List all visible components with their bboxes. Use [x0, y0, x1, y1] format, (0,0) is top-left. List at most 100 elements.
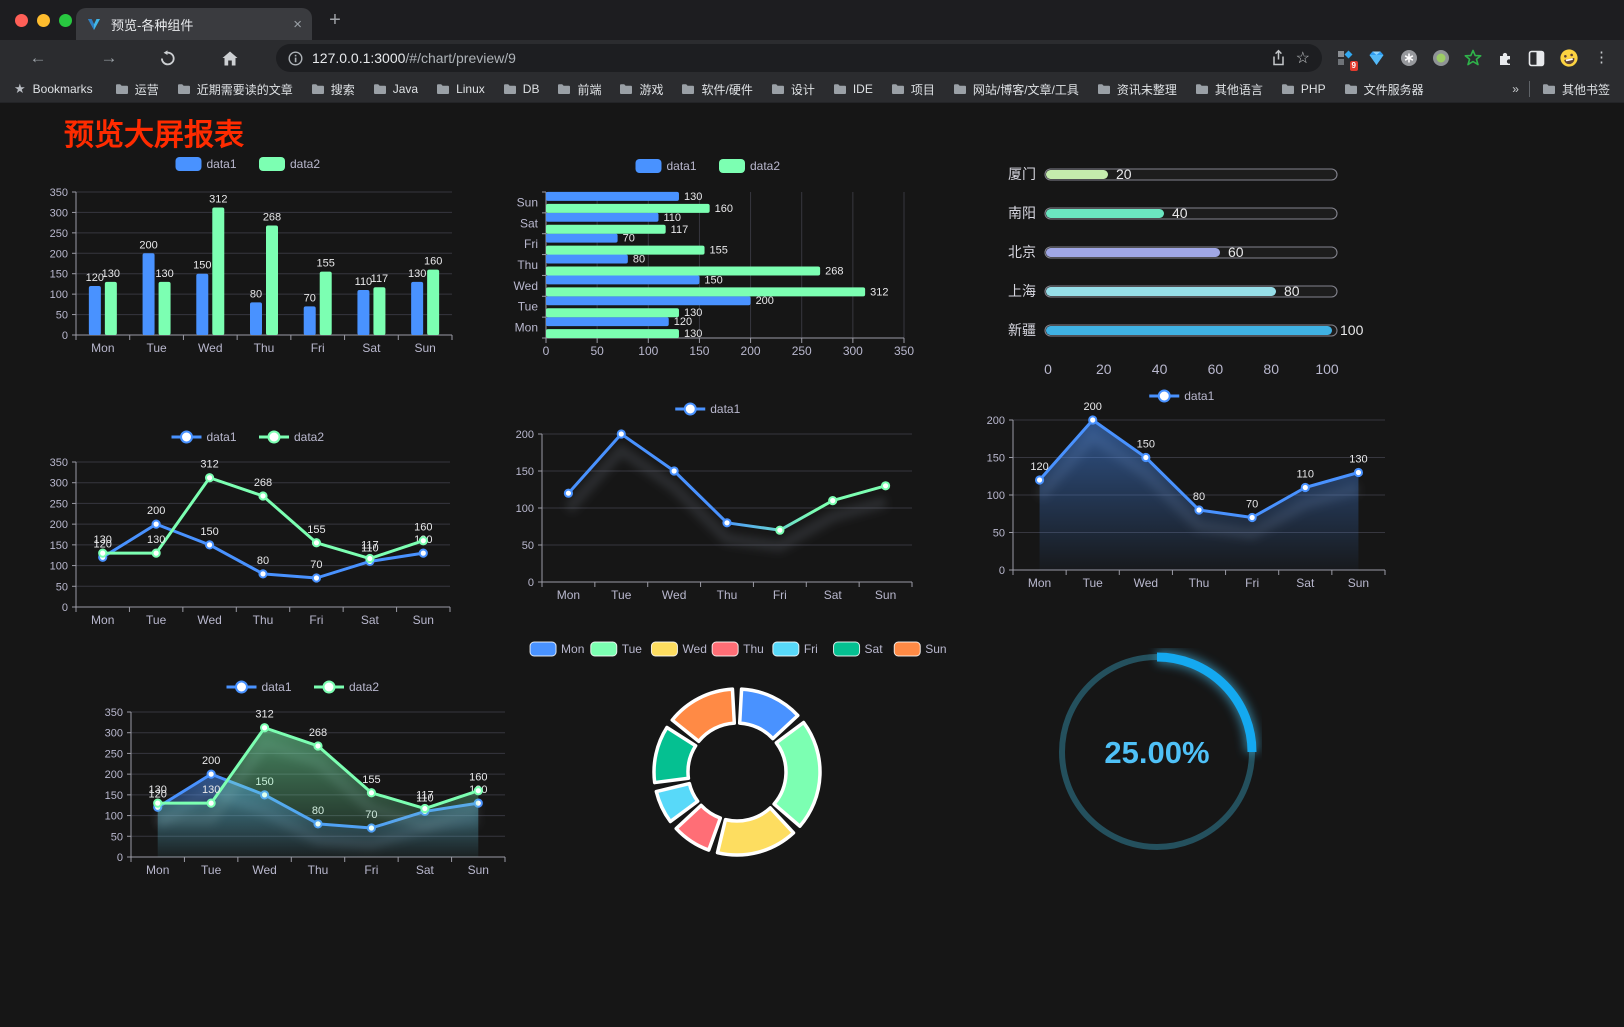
legend-item-Fri[interactable]: Fri: [772, 641, 818, 657]
multi-area-line-chart[interactable]: data1 data2 0 50 100 150 200 250 300 350 Mon Tue Wed…: [95, 670, 515, 888]
legend-item-data1[interactable]: data1: [635, 159, 697, 173]
bookmark-folder[interactable]: 近期需要读的文章: [177, 81, 293, 98]
bookmark-folder[interactable]: PHP: [1281, 82, 1326, 96]
grouped-bar-chart[interactable]: data1 data2 0 50 100 150 200 250 300 350 Mon Tue Wed…: [40, 148, 460, 364]
extension-circle-icon[interactable]: [1398, 47, 1419, 69]
legend-item-data1[interactable]: data1: [675, 402, 741, 416]
bookmark-folder[interactable]: Linux: [436, 82, 485, 96]
bookmark-folder[interactable]: Java: [373, 82, 418, 96]
zoom-window-button[interactable]: [59, 14, 72, 27]
new-tab-button[interactable]: +: [329, 8, 341, 31]
url-bar[interactable]: 127.0.0.1:3000/#/chart/preview/9 ☆: [276, 44, 1322, 72]
area-line-chart[interactable]: data1 0 50 100 150 200 Mon Tue Wed Thu Fri Sat Sun 12…: [975, 386, 1393, 597]
extension-grid-icon[interactable]: 9: [1334, 47, 1358, 71]
legend-item-Mon[interactable]: Mon: [529, 641, 584, 657]
legend-item-data1[interactable]: data1: [1149, 389, 1215, 403]
svg-text:150: 150: [689, 344, 709, 358]
bookmark-folder[interactable]: 设计: [771, 81, 815, 98]
bookmarks-overflow-chevron[interactable]: »: [1512, 82, 1519, 96]
bookmark-folder[interactable]: 网站/博客/文章/工具: [953, 81, 1079, 98]
reload-icon[interactable]: [156, 47, 178, 69]
legend-item-Thu[interactable]: Thu: [711, 641, 764, 657]
browser-tab[interactable]: 预览-各种组件 ×: [76, 8, 312, 40]
vue-devtools-icon[interactable]: [1366, 47, 1387, 69]
minimize-window-button[interactable]: [37, 14, 50, 27]
browser-menu-icon[interactable]: ⋮: [1594, 49, 1609, 66]
extensions-puzzle-icon[interactable]: [1494, 47, 1515, 69]
bookmark-folder[interactable]: IDE: [833, 82, 873, 96]
donut-pie-chart[interactable]: Mon Tue Wed Thu Fri Sat Sun: [528, 636, 948, 888]
url-text[interactable]: 127.0.0.1:3000/#/chart/preview/9: [312, 50, 516, 66]
close-window-button[interactable]: [15, 14, 28, 27]
home-icon[interactable]: [219, 47, 241, 69]
data-point: [313, 741, 323, 751]
c4-canvas[interactable]: data1 data2 0 50 100 150 200 250 300 350 Mon Tue Wed…: [40, 422, 460, 638]
c6-canvas[interactable]: data1 0 50 100 150 200 Mon Tue Wed Thu Fri Sat Sun 12…: [975, 386, 1393, 597]
c5-canvas[interactable]: data1 0 50 100 150 200 Mon Tue Wed Thu Fri Sat Sun: [500, 396, 920, 611]
svg-text:80: 80: [1193, 491, 1205, 503]
data-point: [365, 553, 375, 564]
svg-text:0: 0: [999, 565, 1005, 577]
svg-text:150: 150: [50, 269, 68, 281]
progress-bar-chart[interactable]: 厦门 20 南阳 40 北京 60 上海 80 新疆 100 0 20 40 60 80 100: [985, 150, 1397, 384]
share-icon[interactable]: [1270, 49, 1287, 67]
legend-item-data1[interactable]: data1: [171, 430, 237, 444]
bookmark-star-icon[interactable]: ☆: [1295, 50, 1310, 67]
c9-canvas[interactable]: 25.00%: [1052, 648, 1262, 858]
green-star-extension-icon[interactable]: [1462, 47, 1483, 69]
svg-text:Tue: Tue: [611, 588, 632, 602]
svg-text:25.00%: 25.00%: [1104, 735, 1209, 770]
legend-item-Tue[interactable]: Tue: [590, 641, 643, 657]
c2-canvas[interactable]: data1 data2 0 50 100 150 200 250 300 350 Mon Tue Wed…: [500, 148, 920, 367]
dark-mode-extension-icon[interactable]: [1526, 47, 1547, 69]
svg-text:50: 50: [56, 581, 68, 593]
c8-canvas[interactable]: Mon Tue Wed Thu Fri Sat Sun: [528, 636, 948, 888]
bookmark-folder[interactable]: 运营: [115, 81, 159, 98]
forward-icon[interactable]: →: [100, 48, 118, 67]
c7-canvas[interactable]: data1 data2 0 50 100 150 200 250 300 350 Mon Tue Wed…: [95, 670, 515, 888]
multi-line-chart[interactable]: data1 data2 0 50 100 150 200 250 300 350 Mon Tue Wed…: [40, 422, 460, 638]
c1-canvas[interactable]: data1 data2 0 50 100 150 200 250 300 350 Mon Tue Wed…: [40, 148, 460, 364]
legend-item-data2[interactable]: data2: [259, 430, 324, 444]
legend-item-data1[interactable]: data1: [175, 157, 237, 171]
bookmark-folder[interactable]: 软件/硬件: [681, 81, 753, 98]
svg-text:155: 155: [362, 774, 380, 786]
series-data1: [563, 429, 891, 552]
browser-toolbar: ← → 127.0.0.1:3000/#/chart/preview/9: [0, 40, 1624, 76]
folder-icon: [437, 84, 450, 94]
site-info-icon[interactable]: [288, 50, 303, 66]
bookmark-folder[interactable]: 资讯未整理: [1097, 81, 1177, 98]
legend-item-data2[interactable]: data2: [314, 680, 379, 694]
svg-text:268: 268: [254, 477, 272, 489]
bookmark-folder[interactable]: DB: [503, 82, 539, 96]
legend-item-Sun[interactable]: Sun: [893, 641, 947, 657]
legend-item-data2[interactable]: data2: [719, 159, 780, 173]
bookmark-folder[interactable]: 其他语言: [1195, 81, 1263, 98]
other-bookmarks-folder[interactable]: 其他书签: [1542, 81, 1610, 98]
gradient-line-chart[interactable]: data1 0 50 100 150 200 Mon Tue Wed Thu Fri Sat Sun: [500, 396, 920, 611]
legend-item-Sat[interactable]: Sat: [833, 641, 884, 657]
svg-text:Fri: Fri: [804, 642, 818, 656]
legend-item-data1[interactable]: data1: [226, 680, 292, 694]
bookmarks-manager-item[interactable]: ★ Bookmarks: [14, 81, 93, 97]
bookmark-folder[interactable]: 文件服务器: [1344, 81, 1424, 98]
emoji-extension-icon[interactable]: [1558, 47, 1579, 69]
svg-text:data2: data2: [750, 159, 780, 173]
legend-item-Wed[interactable]: Wed: [650, 641, 707, 657]
bookmark-folder[interactable]: 搜索: [311, 81, 355, 98]
svg-text:268: 268: [309, 727, 327, 739]
svg-text:200: 200: [516, 429, 534, 441]
proxy-extension-icon[interactable]: [1430, 47, 1451, 69]
bookmark-folder[interactable]: 游戏: [619, 81, 663, 98]
c3-canvas[interactable]: 厦门 20 南阳 40 北京 60 上海 80 新疆 100 0 20 40 60 80 100: [985, 150, 1397, 384]
data-point: [366, 788, 377, 798]
horizontal-bar-chart[interactable]: data1 data2 0 50 100 150 200 250 300 350 Mon Tue Wed…: [500, 148, 920, 367]
bookmark-folder[interactable]: 项目: [891, 81, 935, 98]
legend-item-data2[interactable]: data2: [259, 157, 320, 171]
back-icon[interactable]: ←: [29, 48, 47, 67]
svg-text:Sat: Sat: [361, 613, 380, 627]
gauge-chart[interactable]: 25.00%: [1052, 648, 1262, 858]
svg-text:250: 250: [50, 498, 68, 510]
bookmark-folder[interactable]: 前端: [557, 81, 601, 98]
tab-close-icon[interactable]: ×: [293, 15, 302, 33]
